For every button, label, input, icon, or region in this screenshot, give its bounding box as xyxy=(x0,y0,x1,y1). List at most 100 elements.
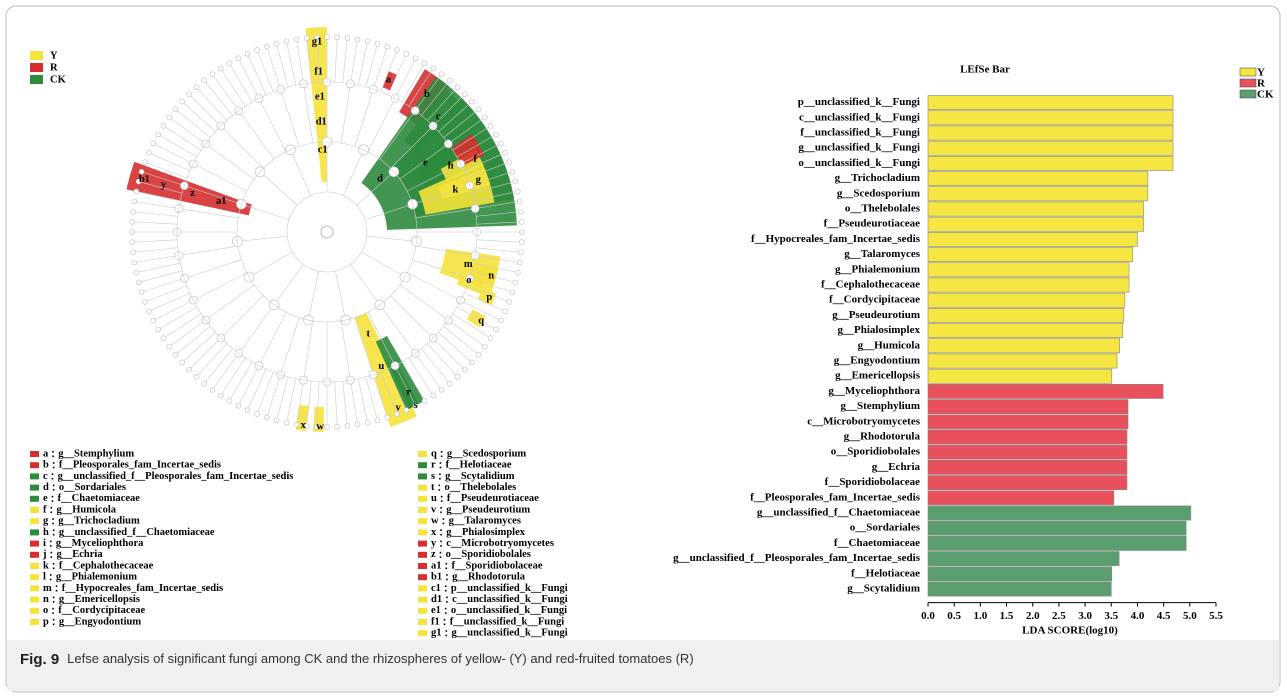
clade-key: o xyxy=(43,605,48,616)
bar-label: f__Pseudeurotiaceae xyxy=(824,218,920,230)
clade-node xyxy=(502,308,508,315)
clade-letter: b1 xyxy=(139,174,150,185)
clade-branch xyxy=(258,312,287,366)
bar xyxy=(927,566,1113,582)
clade-branch xyxy=(334,381,338,427)
clade-node xyxy=(421,60,428,66)
colon-dot xyxy=(52,619,55,621)
clade-node xyxy=(226,398,233,404)
clade-branch xyxy=(415,245,476,256)
clade-branch xyxy=(350,39,358,84)
clade-letter: m xyxy=(464,259,473,270)
clade-branch xyxy=(466,285,510,303)
bar xyxy=(927,520,1187,536)
colon-dot xyxy=(52,623,55,626)
clade-branch xyxy=(138,270,183,283)
colon-dot xyxy=(50,507,53,509)
clade-branch xyxy=(452,313,491,339)
colon-dot xyxy=(50,511,53,514)
clade-key: b1 xyxy=(431,572,442,583)
x-tick-label: 1.0 xyxy=(973,610,987,622)
bar xyxy=(927,247,1134,262)
clade-branch xyxy=(276,376,289,421)
bar xyxy=(927,232,1138,247)
clade-branch xyxy=(188,337,222,371)
clade-branch xyxy=(407,272,461,301)
clade-branch xyxy=(412,185,470,205)
clade-key-swatch xyxy=(418,529,427,536)
bar xyxy=(927,551,1120,566)
colon-dot xyxy=(446,601,448,603)
clade-node xyxy=(138,168,145,175)
clade-key-swatch xyxy=(418,473,427,480)
colon-dot xyxy=(445,567,448,570)
clade-branch xyxy=(394,58,416,99)
clade-node xyxy=(131,198,138,205)
clade-branch xyxy=(443,109,479,138)
clade-node xyxy=(518,218,525,225)
clade-branch xyxy=(205,143,255,180)
clade-node xyxy=(135,279,142,286)
clade-branch xyxy=(148,292,191,312)
clade-branch xyxy=(476,247,521,253)
x-tick-label: 0.5 xyxy=(947,610,961,622)
clade-key-label: f__Sporidiobolaceae xyxy=(452,560,543,571)
bar-label: g__Emericellopsis xyxy=(835,370,921,382)
clade-key-swatch xyxy=(418,563,427,569)
clade-key-label: g__Trichocladium xyxy=(58,516,140,527)
colon-dot xyxy=(439,477,441,480)
clade-branch xyxy=(350,380,358,425)
clade-letter: w xyxy=(316,421,324,432)
colon-dot xyxy=(440,545,442,547)
bar-label: g__Talaromyces xyxy=(844,248,920,260)
colon-dot xyxy=(438,489,441,491)
clade-node xyxy=(454,374,461,380)
clade-branch xyxy=(456,134,497,158)
x-tick-label: 4.0 xyxy=(1131,610,1145,622)
clade-key: h xyxy=(43,527,49,538)
clade-branch xyxy=(357,378,368,423)
clade-branch xyxy=(259,171,298,206)
clade-node xyxy=(135,178,142,185)
clade-ring xyxy=(286,191,368,273)
clade-node xyxy=(313,34,320,41)
clade-branch xyxy=(316,381,320,427)
bar-label: g__unclassified_f__Chaetomiaceae xyxy=(757,507,920,519)
bar xyxy=(927,399,1129,414)
clade-node xyxy=(142,299,148,305)
clade-key-swatch xyxy=(418,484,427,491)
clade-node xyxy=(155,131,161,138)
clade-branch xyxy=(350,264,381,305)
clade-key-swatch xyxy=(418,462,427,469)
clade-node xyxy=(481,114,488,121)
colon-dot xyxy=(446,596,448,599)
clade-node xyxy=(254,47,260,53)
colon-dot xyxy=(52,484,55,487)
clade-branch xyxy=(141,278,185,293)
clade-branch xyxy=(256,49,274,93)
clade-letter: n xyxy=(488,270,494,281)
clade-branch xyxy=(296,39,304,84)
clade-branch xyxy=(238,58,260,99)
clade-letter: b xyxy=(424,89,430,100)
clade-root xyxy=(320,225,334,239)
clade-node xyxy=(344,35,351,41)
bar-label: g__Humicola xyxy=(858,339,921,351)
clade-branch xyxy=(193,272,247,301)
bar xyxy=(927,307,1125,323)
clade-branch xyxy=(452,125,491,151)
clade-key-swatch xyxy=(418,607,427,614)
clade-key: j xyxy=(42,549,47,560)
clade-letter: r xyxy=(406,387,411,398)
colon-dot xyxy=(442,522,445,525)
clade-branch xyxy=(141,171,185,186)
clade-sector xyxy=(438,168,491,199)
clade-key: k xyxy=(43,560,49,571)
clade-branch xyxy=(373,374,388,418)
clade-key-label: f__Helotiaceae xyxy=(446,460,512,471)
clade-branch xyxy=(401,361,425,402)
clade-node xyxy=(209,386,216,393)
clade-branch xyxy=(153,143,194,165)
clade-branch xyxy=(307,271,319,321)
bar-label: f__Sporidiobolaceae xyxy=(825,476,920,488)
